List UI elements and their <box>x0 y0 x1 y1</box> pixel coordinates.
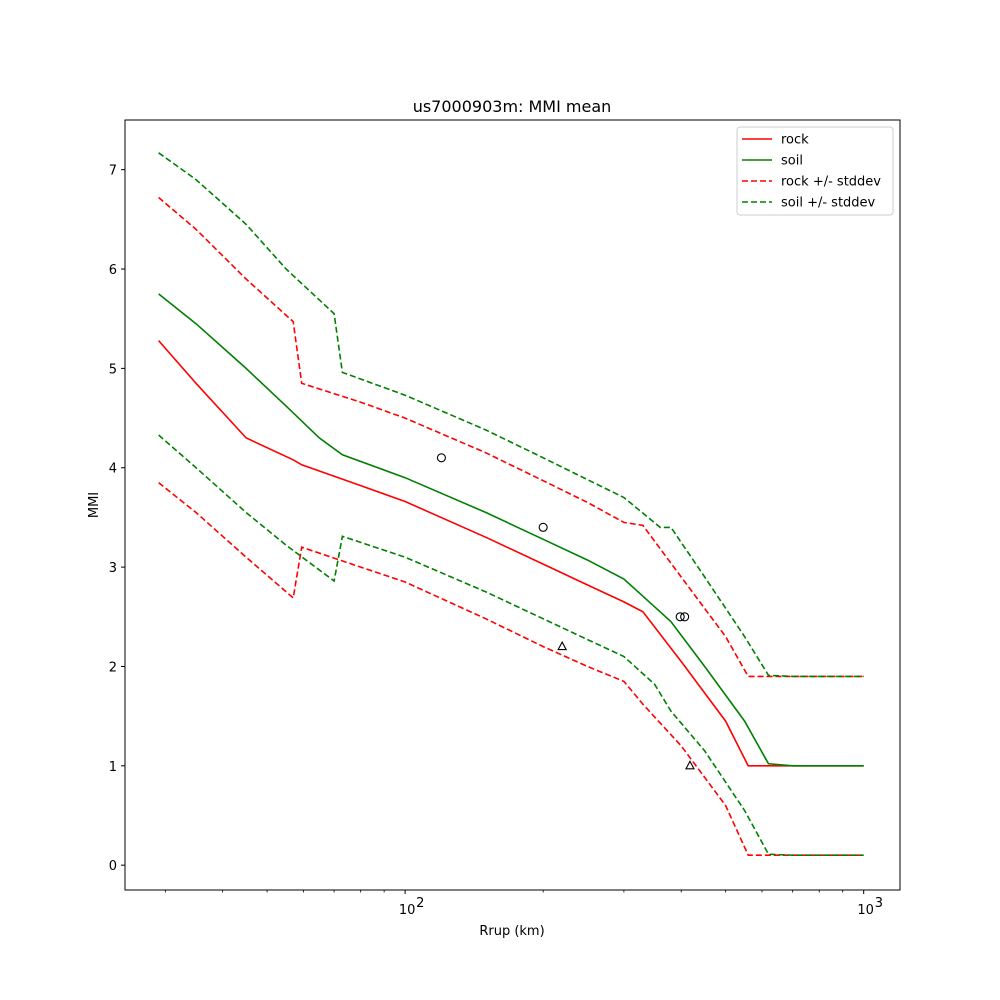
y-tick-label-0: 0 <box>109 859 117 874</box>
legend-label-1: soil <box>781 154 803 169</box>
y-tick-label-1: 1 <box>109 760 117 775</box>
x-tick-label-0: 10 <box>399 903 416 918</box>
x-tick-label-1: 10 <box>857 903 874 918</box>
y-tick-label-3: 3 <box>109 561 117 576</box>
chart-title: us7000903m: MMI mean <box>413 97 612 116</box>
plot-series <box>157 152 864 856</box>
x-tick-label-exp-1: 3 <box>875 896 883 911</box>
y-axis-label: MMI <box>87 492 102 518</box>
observation-circle-3 <box>680 612 690 622</box>
legend-label-0: rock <box>781 133 809 148</box>
y-tick-label-6: 6 <box>109 263 117 278</box>
series-line-1 <box>158 293 864 767</box>
series-line-4 <box>158 481 864 856</box>
x-tick-label-exp-0: 2 <box>416 896 424 911</box>
x-axis: 10 2 10 3 <box>164 890 883 918</box>
series-line-5 <box>158 434 864 856</box>
legend-label-2: rock +/- stddev <box>781 175 881 190</box>
plot-observations <box>436 453 695 770</box>
observation-circle-0 <box>436 453 446 463</box>
legend: rock soil rock +/- stddev soil +/- stddev <box>736 126 894 216</box>
legend-label-3: soil +/- stddev <box>781 196 876 211</box>
observation-circle-2 <box>675 612 685 622</box>
y-axis: 0 1 2 3 4 5 6 7 <box>109 164 125 874</box>
series-line-2 <box>158 196 864 678</box>
legend-box <box>736 126 894 216</box>
observation-triangle-0 <box>557 640 568 651</box>
observation-triangle-1 <box>685 760 695 770</box>
observation-circle-1 <box>538 522 548 532</box>
y-tick-label-4: 4 <box>109 462 117 477</box>
y-tick-label-7: 7 <box>109 164 117 179</box>
x-axis-label: Rrup (km) <box>479 924 544 939</box>
y-tick-label-2: 2 <box>109 660 117 675</box>
plot-frame <box>124 119 901 891</box>
y-tick-label-5: 5 <box>109 362 117 377</box>
series-line-3 <box>158 152 864 678</box>
series-line-0 <box>157 340 864 767</box>
